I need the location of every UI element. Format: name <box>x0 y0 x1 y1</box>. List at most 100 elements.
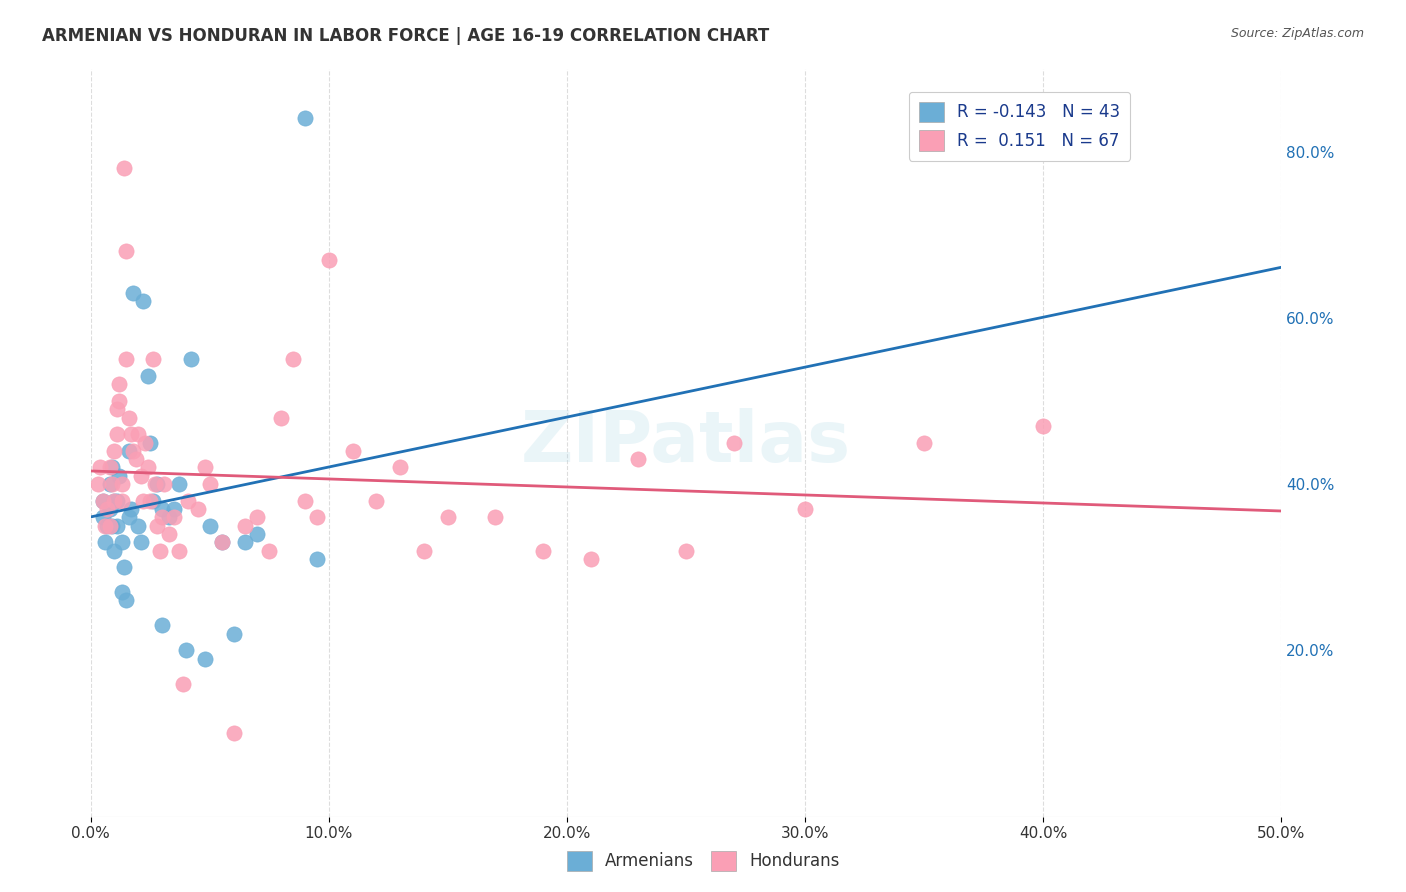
Point <box>122 443 145 458</box>
Point <box>141 352 163 367</box>
Point <box>211 535 233 549</box>
Point <box>177 493 200 508</box>
Point <box>112 161 135 176</box>
Point <box>122 285 145 300</box>
Point <box>91 510 114 524</box>
Point <box>101 460 124 475</box>
Point <box>163 510 186 524</box>
Point <box>1032 419 1054 434</box>
Point <box>198 518 221 533</box>
Point <box>198 477 221 491</box>
Point <box>143 477 166 491</box>
Point <box>150 510 173 524</box>
Point <box>318 252 340 267</box>
Point <box>235 535 257 549</box>
Text: ZIPatlas: ZIPatlas <box>522 408 851 477</box>
Point <box>110 585 132 599</box>
Point <box>413 543 436 558</box>
Point <box>118 410 141 425</box>
Point <box>94 535 117 549</box>
Point <box>96 518 118 533</box>
Point <box>235 518 257 533</box>
Point <box>89 460 111 475</box>
Point <box>305 510 328 524</box>
Point <box>167 543 190 558</box>
Point <box>115 244 138 259</box>
Point <box>579 552 602 566</box>
Point <box>91 493 114 508</box>
Point <box>139 493 162 508</box>
Point <box>167 477 190 491</box>
Point <box>257 543 280 558</box>
Point <box>98 502 121 516</box>
Point <box>98 460 121 475</box>
Point <box>342 443 364 458</box>
Point <box>112 560 135 574</box>
Point <box>270 410 292 425</box>
Point <box>246 527 269 541</box>
Point <box>96 502 118 516</box>
Point <box>294 493 316 508</box>
Point <box>174 643 197 657</box>
Point <box>222 726 245 740</box>
Point <box>136 460 159 475</box>
Text: Source: ZipAtlas.com: Source: ZipAtlas.com <box>1230 27 1364 40</box>
Point <box>98 477 121 491</box>
Point <box>127 518 149 533</box>
Point <box>531 543 554 558</box>
Point <box>163 502 186 516</box>
Point <box>294 112 316 126</box>
Point <box>627 452 650 467</box>
Point <box>194 460 217 475</box>
Point <box>125 452 148 467</box>
Point <box>127 427 149 442</box>
Point <box>194 651 217 665</box>
Point <box>484 510 506 524</box>
Legend: R = -0.143   N = 43, R =  0.151   N = 67: R = -0.143 N = 43, R = 0.151 N = 67 <box>908 92 1130 161</box>
Point <box>134 435 156 450</box>
Point <box>153 477 176 491</box>
Point <box>173 676 195 690</box>
Point <box>103 493 125 508</box>
Point <box>115 352 138 367</box>
Point <box>105 518 128 533</box>
Point <box>105 402 128 417</box>
Y-axis label: In Labor Force | Age 16-19: In Labor Force | Age 16-19 <box>0 342 8 544</box>
Point <box>246 510 269 524</box>
Point <box>129 468 152 483</box>
Point <box>139 435 162 450</box>
Point <box>87 477 110 491</box>
Point <box>120 427 142 442</box>
Point <box>150 502 173 516</box>
Point <box>723 435 745 450</box>
Point <box>150 618 173 632</box>
Point <box>103 443 125 458</box>
Point <box>108 394 131 409</box>
Point <box>94 518 117 533</box>
Legend: Armenians, Hondurans: Armenians, Hondurans <box>558 842 848 880</box>
Point <box>132 493 155 508</box>
Point <box>157 527 180 541</box>
Point <box>129 535 152 549</box>
Point <box>101 518 124 533</box>
Point <box>305 552 328 566</box>
Point <box>120 502 142 516</box>
Point <box>149 543 172 558</box>
Point <box>794 502 817 516</box>
Point <box>222 626 245 640</box>
Point <box>108 377 131 392</box>
Point <box>110 535 132 549</box>
Point <box>132 294 155 309</box>
Point <box>187 502 209 516</box>
Point <box>105 493 128 508</box>
Point <box>146 477 169 491</box>
Text: ARMENIAN VS HONDURAN IN LABOR FORCE | AGE 16-19 CORRELATION CHART: ARMENIAN VS HONDURAN IN LABOR FORCE | AG… <box>42 27 769 45</box>
Point <box>157 510 180 524</box>
Point <box>110 477 132 491</box>
Point <box>118 510 141 524</box>
Point <box>118 443 141 458</box>
Point <box>103 543 125 558</box>
Point <box>101 477 124 491</box>
Point <box>389 460 412 475</box>
Point <box>141 493 163 508</box>
